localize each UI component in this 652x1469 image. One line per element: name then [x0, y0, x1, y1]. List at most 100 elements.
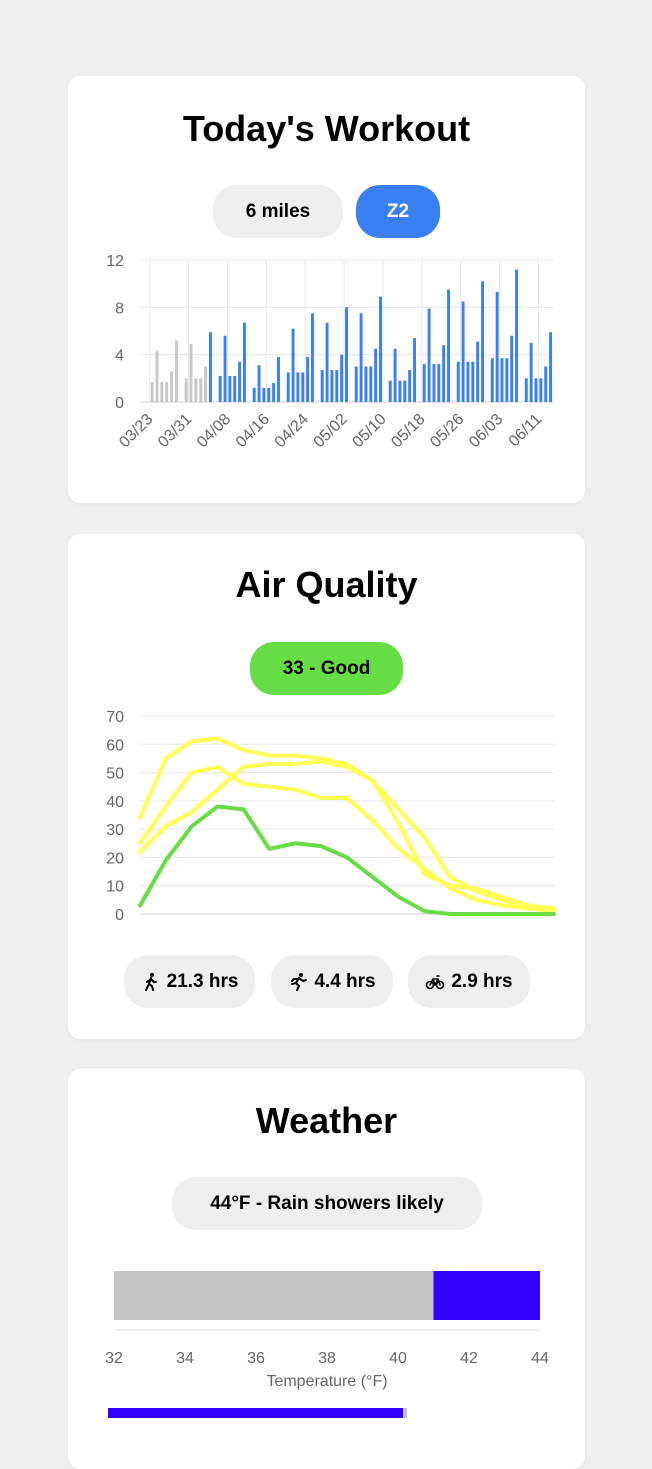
temperature-tick-label: 32 [105, 1350, 123, 1367]
workout-x-tick-label: 05/10 [349, 411, 389, 451]
past-workout-bar [165, 381, 169, 402]
aqi-series-line [138, 759, 556, 914]
past-workout-bar [184, 378, 188, 402]
workout-x-tick-label: 05/18 [388, 411, 428, 451]
planned-workout-bar [208, 332, 212, 402]
planned-workout-bar [456, 361, 460, 402]
planned-workout-bar [379, 296, 382, 402]
planned-workout-bar [447, 289, 450, 402]
air-quality-title: Air Quality [235, 564, 418, 605]
planned-workout-bar [286, 372, 290, 402]
workout-y-tick-label: 12 [106, 253, 124, 270]
walk-hours: 21.3 hrs [166, 970, 239, 992]
planned-workout-bar [427, 308, 431, 402]
planned-workout-bar [272, 383, 276, 402]
weather-summary-pill[interactable]: 44°F - Rain showers likely [172, 1177, 482, 1230]
aqi-pill[interactable]: 33 - Good [250, 642, 403, 695]
workout-x-tick-label: 05/26 [427, 411, 467, 451]
aqi-y-tick-label: 30 [106, 822, 124, 839]
workout-x-tick-label: 03/23 [116, 411, 156, 451]
walk-stat[interactable]: 21.3 hrs [124, 955, 255, 1008]
past-workout-bar [155, 351, 159, 402]
bike-hours: 2.9 hrs [451, 970, 513, 992]
planned-workout-bar [393, 348, 397, 402]
run-stat[interactable]: 4.4 hrs [271, 955, 393, 1008]
past-workout-bar [150, 381, 154, 402]
planned-workout-bar [252, 387, 256, 402]
bike-icon [425, 972, 445, 992]
planned-workout-bar [301, 372, 305, 402]
air-quality-line-chart: 0 10 20 30 40 50 60 70 [106, 709, 556, 924]
planned-workout-bar [495, 291, 499, 402]
planned-workout-bar [306, 357, 310, 402]
temperature-tick-label: 42 [460, 1350, 478, 1367]
distance-pill[interactable]: 6 miles [213, 185, 343, 238]
temperature-axis-label: Temperature (°F) [266, 1373, 387, 1390]
workout-card: Today's Workout 6 miles Z2 0 4 8 12 03/23 03/… [68, 76, 585, 503]
planned-workout-bar [413, 338, 416, 402]
temperature-segment [114, 1271, 434, 1320]
planned-workout-bar [291, 328, 295, 402]
zone-pill[interactable]: Z2 [356, 185, 440, 238]
planned-workout-bar [422, 364, 426, 402]
temperature-tick-label: 40 [389, 1350, 407, 1367]
planned-workout-bar [529, 342, 533, 402]
aqi-y-tick-label: 20 [106, 850, 124, 867]
past-workout-bar [199, 378, 203, 402]
planned-workout-bar [515, 269, 519, 402]
planned-workout-bar [233, 375, 237, 402]
planned-workout-bar [481, 281, 485, 402]
workout-y-tick-label: 4 [115, 348, 124, 365]
bike-stat[interactable]: 2.9 hrs [408, 955, 530, 1008]
planned-workout-bar [335, 370, 339, 402]
past-workout-bar [160, 381, 164, 402]
past-workout-bar [189, 344, 193, 402]
planned-workout-bar [262, 387, 266, 402]
past-workout-bar [194, 378, 198, 402]
weather-card: Weather 44°F - Rain showers likely 32 34 3… [68, 1069, 585, 1469]
planned-workout-bar [340, 354, 344, 402]
planned-workout-bar [320, 370, 324, 402]
planned-workout-bar [223, 335, 227, 402]
aqi-y-tick-label: 60 [106, 737, 124, 754]
planned-workout-bar [500, 358, 504, 402]
planned-workout-bar [398, 380, 402, 402]
planned-workout-bar [325, 322, 329, 402]
planned-workout-bar [330, 370, 334, 402]
planned-workout-bar [432, 364, 436, 402]
past-workout-bar [204, 366, 208, 402]
planned-workout-bar [490, 358, 494, 402]
planned-workout-bar [218, 375, 222, 402]
workout-x-tick-label: 03/31 [155, 411, 195, 451]
second-temperature-bar [108, 1408, 407, 1418]
workout-x-tick-label: 04/24 [272, 411, 312, 451]
planned-workout-bar [243, 322, 246, 402]
planned-workout-bar [277, 357, 280, 402]
planned-workout-bar [471, 361, 475, 402]
planned-workout-bar [442, 345, 446, 402]
planned-workout-bar [388, 380, 392, 402]
planned-workout-bar [311, 313, 314, 402]
planned-workout-bar [345, 307, 348, 402]
planned-workout-bar [476, 341, 480, 402]
planned-workout-bar [524, 378, 528, 402]
planned-workout-bar [534, 378, 538, 402]
weather-title: Weather [255, 1100, 398, 1141]
planned-workout-bar [408, 370, 412, 402]
planned-workout-bar [437, 364, 441, 402]
temperature-tick-label: 34 [176, 1350, 194, 1367]
planned-workout-bar [466, 361, 470, 402]
aqi-series-line [138, 804, 556, 916]
planned-workout-bar [359, 313, 363, 402]
aqi-y-tick-label: 0 [115, 907, 124, 924]
workout-x-tick-label: 05/02 [311, 411, 351, 451]
temperature-tick-label: 38 [318, 1350, 336, 1367]
workout-x-tick-label: 06/03 [466, 411, 506, 451]
planned-workout-bar [374, 348, 378, 402]
planned-workout-bar [364, 366, 368, 402]
planned-workout-bar [539, 378, 543, 402]
temperature-tick-label: 44 [531, 1350, 549, 1367]
planned-workout-bar [354, 366, 358, 402]
workout-y-tick-label: 8 [115, 300, 124, 317]
planned-workout-bar [403, 380, 407, 402]
